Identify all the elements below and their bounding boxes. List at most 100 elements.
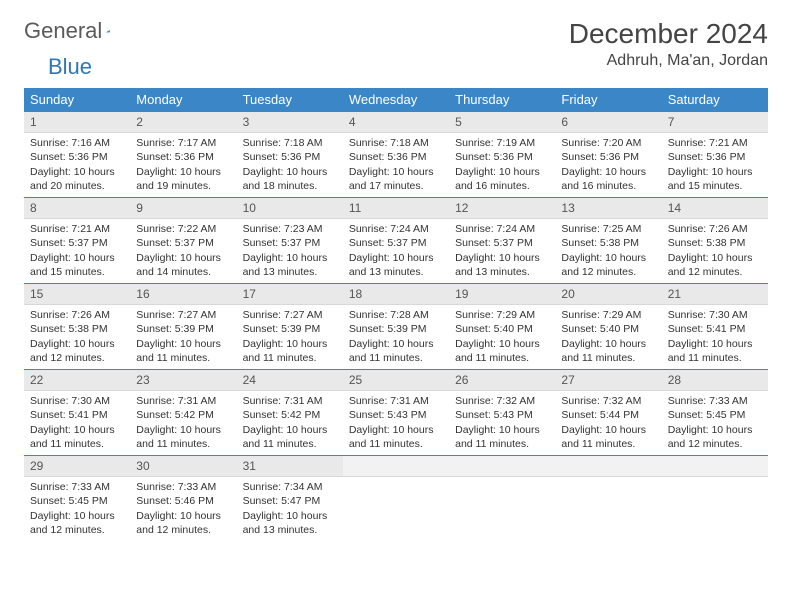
sunset-line: Sunset: 5:41 PM (668, 322, 762, 336)
day-number: . (662, 456, 768, 477)
calendar-cell: 13Sunrise: 7:25 AMSunset: 5:38 PMDayligh… (555, 198, 661, 284)
sunrise-line: Sunrise: 7:24 AM (349, 222, 443, 236)
sunrise-line: Sunrise: 7:27 AM (243, 308, 337, 322)
day-number: . (555, 456, 661, 477)
sunset-line: Sunset: 5:39 PM (349, 322, 443, 336)
calendar-week-row: 8Sunrise: 7:21 AMSunset: 5:37 PMDaylight… (24, 198, 768, 284)
day-number: . (449, 456, 555, 477)
day-number: 15 (24, 284, 130, 305)
sunset-line: Sunset: 5:40 PM (455, 322, 549, 336)
daylight-line: Daylight: 10 hours and 13 minutes. (243, 509, 337, 537)
calendar-cell: 4Sunrise: 7:18 AMSunset: 5:36 PMDaylight… (343, 112, 449, 198)
day-details: Sunrise: 7:31 AMSunset: 5:42 PMDaylight:… (130, 391, 236, 455)
daylight-line: Daylight: 10 hours and 12 minutes. (561, 251, 655, 279)
calendar-cell: 15Sunrise: 7:26 AMSunset: 5:38 PMDayligh… (24, 284, 130, 370)
sunrise-line: Sunrise: 7:25 AM (561, 222, 655, 236)
calendar-cell: 26Sunrise: 7:32 AMSunset: 5:43 PMDayligh… (449, 370, 555, 456)
calendar-cell: 10Sunrise: 7:23 AMSunset: 5:37 PMDayligh… (237, 198, 343, 284)
logo-triangle-icon (106, 23, 110, 39)
day-details: Sunrise: 7:21 AMSunset: 5:36 PMDaylight:… (662, 133, 768, 197)
weekday-header-row: SundayMondayTuesdayWednesdayThursdayFrid… (24, 88, 768, 112)
calendar-cell: 29Sunrise: 7:33 AMSunset: 5:45 PMDayligh… (24, 456, 130, 542)
calendar-cell: 30Sunrise: 7:33 AMSunset: 5:46 PMDayligh… (130, 456, 236, 542)
day-details: Sunrise: 7:30 AMSunset: 5:41 PMDaylight:… (662, 305, 768, 369)
day-number: 10 (237, 198, 343, 219)
calendar-cell: 18Sunrise: 7:28 AMSunset: 5:39 PMDayligh… (343, 284, 449, 370)
sunrise-line: Sunrise: 7:18 AM (349, 136, 443, 150)
sunrise-line: Sunrise: 7:29 AM (561, 308, 655, 322)
daylight-line: Daylight: 10 hours and 16 minutes. (455, 165, 549, 193)
calendar-cell: 20Sunrise: 7:29 AMSunset: 5:40 PMDayligh… (555, 284, 661, 370)
day-number: 3 (237, 112, 343, 133)
calendar-body: 1Sunrise: 7:16 AMSunset: 5:36 PMDaylight… (24, 112, 768, 542)
day-details: Sunrise: 7:33 AMSunset: 5:45 PMDaylight:… (24, 477, 130, 541)
title-block: December 2024 Adhruh, Ma'an, Jordan (569, 18, 768, 70)
sunrise-line: Sunrise: 7:26 AM (668, 222, 762, 236)
daylight-line: Daylight: 10 hours and 16 minutes. (561, 165, 655, 193)
day-details: Sunrise: 7:26 AMSunset: 5:38 PMDaylight:… (24, 305, 130, 369)
daylight-line: Daylight: 10 hours and 11 minutes. (349, 337, 443, 365)
weekday-header: Monday (130, 88, 236, 112)
sunrise-line: Sunrise: 7:19 AM (455, 136, 549, 150)
day-details: Sunrise: 7:29 AMSunset: 5:40 PMDaylight:… (555, 305, 661, 369)
sunrise-line: Sunrise: 7:31 AM (136, 394, 230, 408)
daylight-line: Daylight: 10 hours and 11 minutes. (243, 337, 337, 365)
calendar-cell: 22Sunrise: 7:30 AMSunset: 5:41 PMDayligh… (24, 370, 130, 456)
sunset-line: Sunset: 5:38 PM (668, 236, 762, 250)
day-number: . (343, 456, 449, 477)
calendar-cell: . (449, 456, 555, 542)
sunrise-line: Sunrise: 7:26 AM (30, 308, 124, 322)
day-details: Sunrise: 7:24 AMSunset: 5:37 PMDaylight:… (449, 219, 555, 283)
calendar-week-row: 29Sunrise: 7:33 AMSunset: 5:45 PMDayligh… (24, 456, 768, 542)
sunset-line: Sunset: 5:43 PM (455, 408, 549, 422)
day-number: 14 (662, 198, 768, 219)
calendar-cell: . (343, 456, 449, 542)
sunset-line: Sunset: 5:36 PM (30, 150, 124, 164)
day-number: 29 (24, 456, 130, 477)
day-details: Sunrise: 7:34 AMSunset: 5:47 PMDaylight:… (237, 477, 343, 541)
daylight-line: Daylight: 10 hours and 12 minutes. (668, 423, 762, 451)
day-number: 5 (449, 112, 555, 133)
sunset-line: Sunset: 5:45 PM (668, 408, 762, 422)
day-details: Sunrise: 7:27 AMSunset: 5:39 PMDaylight:… (130, 305, 236, 369)
sunset-line: Sunset: 5:36 PM (136, 150, 230, 164)
daylight-line: Daylight: 10 hours and 11 minutes. (136, 337, 230, 365)
sunrise-line: Sunrise: 7:33 AM (30, 480, 124, 494)
sunrise-line: Sunrise: 7:33 AM (136, 480, 230, 494)
weekday-header: Thursday (449, 88, 555, 112)
day-number: 9 (130, 198, 236, 219)
daylight-line: Daylight: 10 hours and 17 minutes. (349, 165, 443, 193)
calendar-cell: 16Sunrise: 7:27 AMSunset: 5:39 PMDayligh… (130, 284, 236, 370)
sunset-line: Sunset: 5:37 PM (243, 236, 337, 250)
daylight-line: Daylight: 10 hours and 11 minutes. (30, 423, 124, 451)
day-number: 20 (555, 284, 661, 305)
sunset-line: Sunset: 5:44 PM (561, 408, 655, 422)
logo-text-a: General (24, 18, 102, 44)
sunset-line: Sunset: 5:36 PM (668, 150, 762, 164)
calendar-week-row: 15Sunrise: 7:26 AMSunset: 5:38 PMDayligh… (24, 284, 768, 370)
calendar-cell: 8Sunrise: 7:21 AMSunset: 5:37 PMDaylight… (24, 198, 130, 284)
calendar-cell: 31Sunrise: 7:34 AMSunset: 5:47 PMDayligh… (237, 456, 343, 542)
weekday-header: Tuesday (237, 88, 343, 112)
day-number: 21 (662, 284, 768, 305)
calendar-cell: 27Sunrise: 7:32 AMSunset: 5:44 PMDayligh… (555, 370, 661, 456)
calendar-cell: 17Sunrise: 7:27 AMSunset: 5:39 PMDayligh… (237, 284, 343, 370)
day-details: Sunrise: 7:16 AMSunset: 5:36 PMDaylight:… (24, 133, 130, 197)
sunrise-line: Sunrise: 7:30 AM (668, 308, 762, 322)
sunrise-line: Sunrise: 7:24 AM (455, 222, 549, 236)
calendar-cell: . (555, 456, 661, 542)
daylight-line: Daylight: 10 hours and 13 minutes. (243, 251, 337, 279)
day-number: 2 (130, 112, 236, 133)
day-number: 26 (449, 370, 555, 391)
location-label: Adhruh, Ma'an, Jordan (569, 52, 768, 70)
calendar-week-row: 22Sunrise: 7:30 AMSunset: 5:41 PMDayligh… (24, 370, 768, 456)
sunset-line: Sunset: 5:43 PM (349, 408, 443, 422)
day-number: 1 (24, 112, 130, 133)
logo-text-b: Blue (48, 54, 92, 80)
day-number: 4 (343, 112, 449, 133)
sunset-line: Sunset: 5:38 PM (561, 236, 655, 250)
daylight-line: Daylight: 10 hours and 11 minutes. (561, 423, 655, 451)
day-details: Sunrise: 7:31 AMSunset: 5:42 PMDaylight:… (237, 391, 343, 455)
day-details: Sunrise: 7:29 AMSunset: 5:40 PMDaylight:… (449, 305, 555, 369)
sunset-line: Sunset: 5:39 PM (243, 322, 337, 336)
